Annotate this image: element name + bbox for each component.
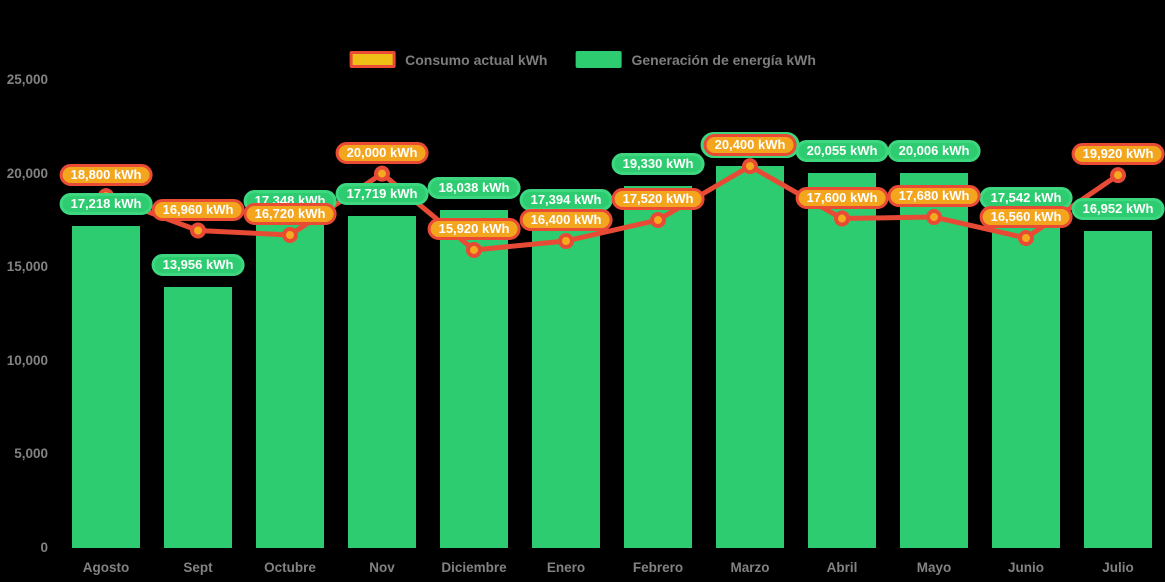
generacion-swatch-icon	[575, 51, 622, 68]
line-marker-nov	[374, 165, 390, 182]
generation-bar-agosto	[72, 225, 140, 548]
x-axis-label-abril: Abril	[826, 560, 858, 575]
consumption-label-agosto: 18,800 kWh	[59, 164, 153, 187]
generation-bar-nov	[348, 216, 416, 548]
generation-bar-abril	[808, 172, 876, 548]
generation-label-diciembre: 18,038 kWh	[427, 177, 521, 200]
generation-bar-febrero	[624, 186, 692, 548]
generation-bar-junio	[992, 219, 1060, 548]
x-axis-label-sept: Sept	[183, 560, 213, 575]
x-axis-label-mayo: Mayo	[916, 560, 952, 575]
consumption-label-marzo: 20,400 kWh	[703, 134, 797, 157]
consumption-label-nov: 20,000 kWh	[335, 141, 429, 164]
legend: Consumo actual kWh Generación de energía…	[349, 51, 816, 68]
legend-item-generacion[interactable]: Generación de energía kWh	[575, 51, 816, 68]
legend-label-generacion: Generación de energía kWh	[631, 51, 816, 68]
x-axis-label-enero: Enero	[546, 560, 586, 575]
x-axis-label-marzo: Marzo	[730, 560, 770, 575]
line-marker-julio	[1110, 167, 1126, 184]
x-axis-label-julio: Julio	[1102, 560, 1134, 575]
generation-label-junio: 17,542 kWh	[979, 186, 1073, 209]
generation-label-agosto: 17,218 kWh	[59, 192, 153, 215]
generation-label-julio: 16,952 kWh	[1071, 197, 1165, 220]
y-axis-tick-5000: 5,000	[14, 446, 48, 462]
consumption-label-abril: 17,600 kWh	[795, 186, 889, 209]
generation-label-nov: 17,719 kWh	[335, 183, 429, 206]
generation-bar-enero	[532, 222, 600, 548]
generation-bar-julio	[1084, 230, 1152, 548]
x-axis-label-junio: Junio	[1008, 560, 1044, 575]
consumption-label-febrero: 17,520 kWh	[611, 188, 705, 211]
consumption-label-junio: 16,560 kWh	[979, 205, 1073, 228]
consumption-label-diciembre: 15,920 kWh	[427, 217, 521, 240]
generation-label-sept: 13,956 kWh	[151, 253, 245, 276]
generation-label-abril: 20,055 kWh	[795, 139, 889, 162]
generation-label-mayo: 20,006 kWh	[887, 140, 981, 163]
generation-bar-diciembre	[440, 210, 508, 548]
generation-label-febrero: 19,330 kWh	[611, 153, 705, 176]
generation-bar-sept	[164, 286, 232, 548]
x-axis-label-agosto: Agosto	[82, 560, 130, 575]
consumption-label-enero: 16,400 kWh	[519, 208, 613, 231]
generation-bar-mayo	[900, 173, 968, 548]
y-axis-tick-0: 0	[40, 540, 48, 555]
generation-bar-octubre	[256, 223, 324, 548]
y-axis-tick-20000: 20,000	[6, 165, 48, 181]
consumo-swatch-icon	[349, 51, 396, 68]
consumption-label-mayo: 17,680 kWh	[887, 185, 981, 208]
consumption-label-sept: 16,960 kWh	[151, 198, 245, 221]
y-axis-tick-10000: 10,000	[6, 352, 48, 368]
y-axis-tick-25000: 25,000	[6, 72, 48, 87]
x-axis-label-febrero: Febrero	[632, 560, 684, 575]
line-marker-sept	[190, 222, 206, 239]
consumption-label-julio: 19,920 kWh	[1071, 143, 1165, 166]
consumption-label-octubre: 16,720 kWh	[243, 203, 337, 225]
legend-item-consumo[interactable]: Consumo actual kWh	[349, 51, 547, 68]
generation-bar-marzo	[716, 166, 784, 548]
legend-label-consumo: Consumo actual kWh	[405, 51, 548, 68]
x-axis-label-nov: Nov	[369, 560, 395, 575]
x-axis-label-octubre: Octubre	[264, 560, 316, 575]
y-axis-tick-15000: 15,000	[6, 259, 48, 275]
x-axis-label-diciembre: Diciembre	[441, 560, 507, 575]
